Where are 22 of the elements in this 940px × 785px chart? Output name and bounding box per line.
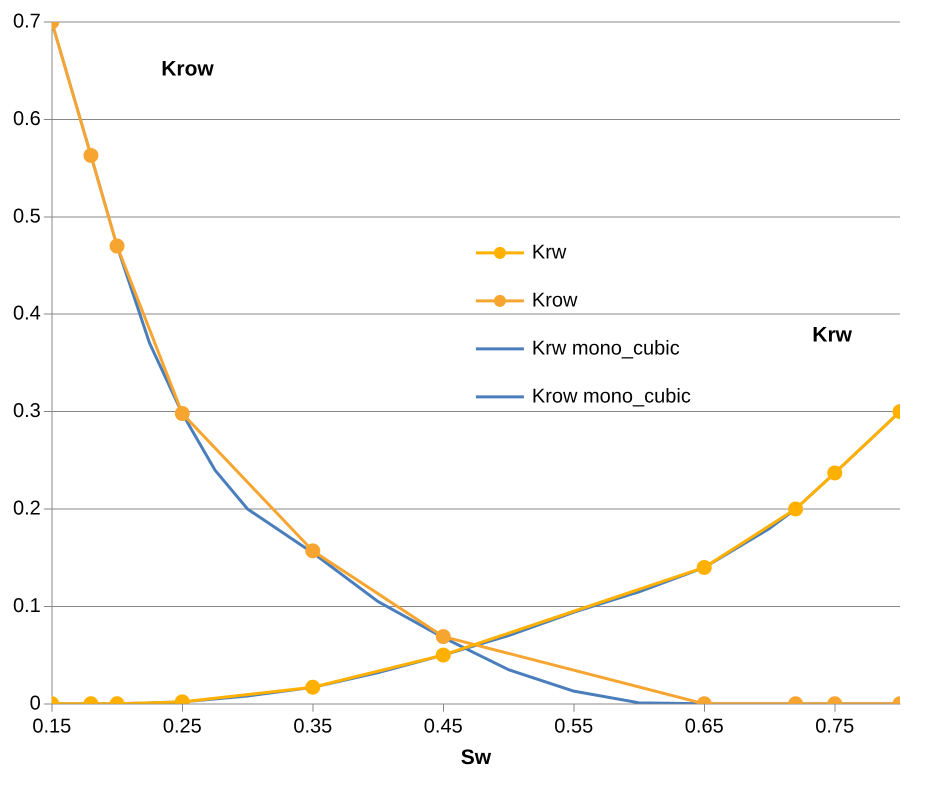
x-tick-label: 0.35 [293, 715, 332, 738]
y-tick-label: 0.4 [12, 302, 41, 325]
legend-label: Krow mono_cubic [532, 385, 691, 408]
y-tick-label: 0.7 [12, 10, 41, 33]
annotation: Krw [812, 323, 853, 346]
x-tick-label: 0.45 [424, 715, 463, 738]
y-tick-label: 0.2 [12, 498, 41, 520]
x-tick-label: 0.15 [32, 715, 72, 738]
y-tick-label: 0.5 [12, 205, 41, 228]
x-tick-label: 0.75 [815, 715, 854, 738]
x-axis-title: Sw [460, 746, 492, 770]
y-tick-label: 0.3 [12, 400, 41, 422]
y-tick-label: 0 [30, 692, 41, 714]
legend-label: Krw mono_cubic [532, 337, 680, 360]
x-tick-label: 0.65 [684, 715, 724, 738]
x-tick-label: 0.55 [554, 715, 594, 738]
y-tick-label: 0.6 [12, 108, 41, 130]
legend-label: Krow [532, 289, 578, 312]
y-tick-label: 0.1 [12, 594, 41, 617]
x-tick-label: 0.25 [162, 715, 202, 738]
annotation: Krow [161, 58, 214, 81]
legend-label: Krw [532, 241, 567, 264]
